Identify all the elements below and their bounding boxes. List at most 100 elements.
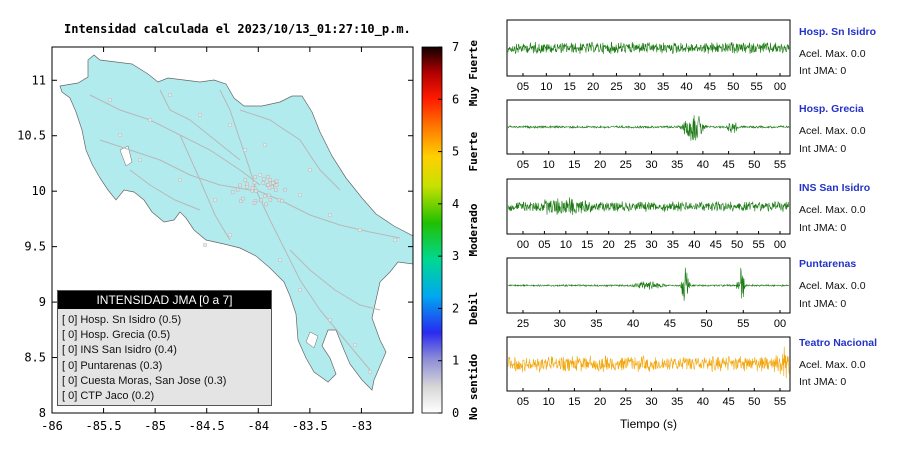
waveform-tick-label: 30 [645, 159, 657, 171]
int-jma-label: Int JMA: 0 [799, 298, 847, 310]
town-marker [228, 123, 232, 127]
waveform-tick-label: 50 [731, 239, 743, 251]
colorbar-tick-label: 3 [452, 249, 459, 263]
map-y-tick-label: 11 [32, 73, 46, 87]
town-marker [258, 173, 262, 177]
town-marker [250, 188, 254, 193]
town-marker [358, 228, 362, 232]
town-marker [178, 178, 182, 182]
waveform-tick-label: 45 [704, 81, 716, 93]
town-marker [271, 181, 275, 185]
waveform-panels: 05 10 15 20 25 30 35 40 45 50 55 00 05 10 15 20 25 30 35 40… [506, 19, 791, 431]
waveform-tick-label: 25 [620, 396, 632, 408]
town-marker [283, 187, 287, 192]
waveform-trace [507, 197, 790, 216]
town-marker [245, 182, 249, 187]
map-x-tick-label: -83 [351, 419, 373, 433]
town-marker [252, 180, 257, 185]
waveform-tick-label: 55 [737, 318, 749, 330]
waveform-tick-label: 15 [568, 396, 580, 408]
map-x-tick-label: -86 [41, 419, 63, 433]
road [159, 89, 241, 161]
town-marker [274, 183, 279, 187]
accel-max-label: Acel. Max. 0.0 [799, 48, 866, 60]
waveform-tick-label: 30 [634, 81, 646, 93]
waveform-panel: 05 10 15 20 25 30 35 40 45 50 55 [506, 99, 791, 171]
int-jma-label: Int JMA: 0 [799, 65, 847, 77]
waveform-panel: 05 10 15 20 25 30 35 40 45 50 55 [506, 336, 791, 408]
accel-max-label: Acel. Max. 0.0 [799, 125, 866, 137]
accel-max-label: Acel. Max. 0.0 [799, 359, 866, 371]
town-marker [308, 168, 312, 172]
town-marker [198, 113, 202, 117]
accel-max-label: Acel. Max. 0.0 [799, 204, 866, 216]
waveform-tick-label: 35 [671, 159, 683, 171]
town-marker [263, 143, 267, 147]
int-jma-label: Int JMA: 0 [799, 376, 847, 388]
waveform-trace [507, 41, 790, 55]
town-marker [138, 158, 142, 162]
town-marker [274, 179, 279, 184]
waveform-tick-label: 05 [517, 159, 529, 171]
waveform-tick-label: 30 [554, 318, 566, 330]
town-marker [168, 93, 172, 97]
town-marker [108, 98, 112, 102]
waveform-tick-label: 10 [543, 396, 555, 408]
town-marker [259, 198, 263, 202]
town-marker [252, 201, 257, 205]
waveform-tick-label: 50 [700, 318, 712, 330]
town-marker [280, 199, 284, 203]
intensity-legend: INTENSIDAD JMA [0 a 7] [ 0] Hosp. Sn Isi… [57, 290, 272, 406]
legend-item: [ 0] CTP Jaco (0.2) [62, 389, 155, 402]
map-y-tick-label: 9.5 [24, 240, 46, 254]
waveform-tick-label: 25 [620, 159, 632, 171]
colorbar-tick-label: 1 [452, 354, 459, 368]
legend-list: [ 0] Hosp. Sn Isidro (0.5) [ 0] Hosp. Gr… [62, 313, 271, 404]
town-marker [213, 198, 217, 202]
waveform-tick-label: 45 [710, 239, 722, 251]
map-y-tick-label: 8.5 [24, 351, 46, 365]
waveform-tick-label: 00 [517, 239, 529, 251]
map-x-tick-label: -83.5 [292, 419, 328, 433]
waveform-tick-label: 55 [752, 239, 764, 251]
waveform-tick-label: 20 [603, 239, 615, 251]
waveform-tick-label: 45 [722, 396, 734, 408]
town-marker [267, 193, 271, 198]
town-marker [298, 193, 302, 197]
waveform-tick-label: 00 [774, 318, 786, 330]
town-marker [267, 185, 272, 190]
waveform-tick-label: 20 [594, 159, 606, 171]
town-marker [254, 189, 258, 193]
colorbar-tick-label: 6 [452, 92, 459, 106]
town-marker [353, 343, 357, 347]
station-name: Teatro Nacional [799, 337, 877, 349]
town-marker [278, 258, 282, 262]
town-marker [368, 370, 372, 374]
waveform-tick-label: 45 [722, 159, 734, 171]
legend-item: [ 0] Puntarenas (0.3) [62, 359, 163, 372]
waveform-tick-label: 40 [680, 81, 692, 93]
waveform-tick-label: 35 [590, 318, 602, 330]
town-markers [108, 93, 397, 374]
waveform-tick-label: 35 [667, 239, 679, 251]
road [239, 109, 341, 191]
colorbar-label: No sentido [467, 353, 480, 420]
town-marker [266, 182, 270, 187]
colorbar-tick-label: 0 [452, 406, 459, 420]
waveform-tick-label: 10 [560, 239, 572, 251]
road [255, 189, 371, 371]
waveform-panel: 25 30 35 40 45 50 55 00 [506, 257, 791, 330]
town-marker [243, 148, 247, 152]
map-y-tick-label: 10 [32, 184, 46, 198]
waveform-tick-label: 00 [774, 81, 786, 93]
town-marker [230, 190, 235, 194]
town-marker [393, 238, 397, 242]
station-name: Hosp. Sn Isidro [799, 26, 877, 38]
map-x-axis: -86 -85.5 -85 -84.5 -84 -83.5 -83 [41, 47, 372, 433]
waveform-tick-label: 35 [657, 81, 669, 93]
town-marker [261, 181, 266, 185]
waveform-tick-label: 50 [748, 159, 760, 171]
town-marker [328, 213, 332, 217]
station-name: Puntarenas [799, 258, 857, 270]
